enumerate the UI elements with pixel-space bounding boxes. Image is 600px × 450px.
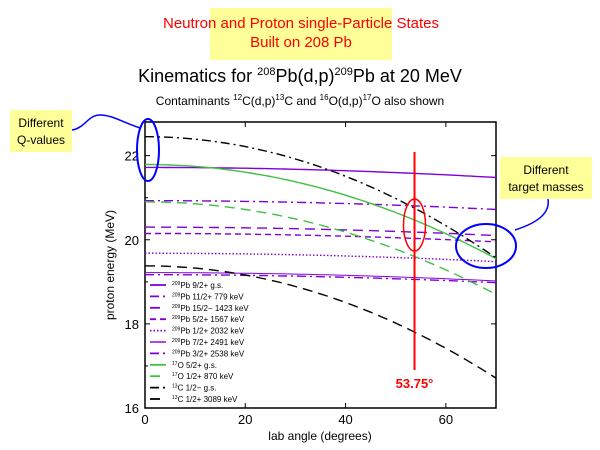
- target-masses-ellipse: [455, 223, 517, 269]
- angle-marker-label: 53.75°: [396, 376, 434, 391]
- subtitle-part: C and: [284, 94, 319, 108]
- legend-label: Pb 1/2+ 2032 keV: [180, 327, 244, 336]
- legend-label: Pb 7/2+ 2491 keV: [180, 338, 244, 347]
- legend-label: C 1/2+ 3089 keV: [178, 395, 238, 404]
- legend-entry: 13C 1/2+ 3089 keV: [172, 395, 238, 404]
- chart-title: Kinematics for 208Pb(d,p)209Pb at 20 MeV: [138, 66, 462, 86]
- y-tick-label: 16: [125, 401, 139, 416]
- legend-label: Pb 5/2+ 1567 keV: [180, 315, 244, 324]
- subtitle-sup: 16: [320, 93, 329, 102]
- angle-marker-ellipse: [402, 198, 427, 252]
- legend-label: Pb 9/2+ g.s.: [180, 281, 223, 290]
- legend-label: O 5/2+ g.s.: [178, 361, 217, 370]
- series-line: [145, 201, 497, 296]
- subtitle-part: O also shown: [372, 94, 445, 108]
- legend-sup: 209: [172, 292, 181, 298]
- subtitle-part: C(d,p): [242, 94, 275, 108]
- series-line: [145, 163, 497, 260]
- x-tick-label: 40: [338, 412, 352, 427]
- legend-sup: 13: [172, 395, 178, 401]
- target-masses-callout-box: [500, 157, 592, 199]
- y-tick-label: 22: [125, 149, 139, 164]
- title-sup: 208: [257, 66, 275, 78]
- legend-entry: 17O 5/2+ g.s.: [172, 361, 217, 370]
- series-line: [145, 274, 497, 284]
- x-axis-label: lab angle (degrees): [268, 429, 371, 443]
- series-line: [145, 166, 497, 179]
- banner-line2: Built on 208 Pb: [250, 34, 352, 51]
- y-tick-label: 20: [125, 233, 139, 248]
- legend-entry: 209Pb 5/2+ 1567 keV: [172, 315, 245, 324]
- legend-sup: 209: [172, 327, 181, 333]
- series-line: [145, 136, 497, 259]
- legend-sup: 13: [172, 384, 178, 390]
- legend-entry: 17O 1/2+ 870 keV: [172, 372, 234, 381]
- legend-entry: 209Pb 11/2+ 779 keV: [172, 292, 244, 301]
- legend-label: Pb 15/2− 1423 keV: [180, 304, 249, 313]
- series-line: [145, 200, 497, 211]
- banner-box: [210, 8, 392, 60]
- title-part: Pb at 20 MeV: [353, 66, 462, 86]
- series-line: [145, 232, 497, 243]
- title-part: Pb(d,p): [275, 66, 334, 86]
- target-masses-callout-line1: Different: [523, 163, 569, 177]
- q-values-callout-line2: Q-values: [17, 133, 65, 147]
- legend-entry: 209Pb 7/2+ 2491 keV: [172, 338, 245, 347]
- legend-sup: 209: [172, 281, 181, 287]
- legend-label: Pb 3/2+ 2538 keV: [180, 349, 244, 358]
- y-tick-label: 18: [125, 317, 139, 332]
- q-values-ellipse: [136, 118, 160, 182]
- legend-entry: 209Pb 15/2− 1423 keV: [172, 304, 249, 313]
- legend-sup: 17: [172, 372, 178, 378]
- series-line: [144, 265, 497, 379]
- q-values-callout-line1: Different: [18, 116, 64, 130]
- subtitle-sup: 17: [363, 93, 372, 102]
- series-line: [145, 272, 497, 282]
- legend-entry: 13C 1/2− g.s.: [172, 384, 216, 393]
- title-part: Kinematics for: [138, 66, 257, 86]
- q-values-callout-box: [10, 110, 72, 152]
- legend-label: Pb 11/2+ 779 keV: [180, 292, 244, 301]
- legend-label: O 1/2+ 870 keV: [178, 372, 234, 381]
- subtitle-sup: 13: [275, 93, 284, 102]
- legend-label: C 1/2− g.s.: [178, 384, 217, 393]
- q-values-connector: [71, 114, 141, 131]
- chart-subtitle: Contaminants 12C(d,p)13C and 16O(d,p)17O…: [156, 93, 444, 108]
- legend-sup: 17: [172, 361, 178, 367]
- legend-entry: 209Pb 9/2+ g.s.: [172, 281, 223, 290]
- target-masses-connector: [514, 198, 549, 231]
- x-tick-label: 60: [439, 412, 453, 427]
- series-line: [145, 226, 497, 237]
- y-axis-label: proton energy (MeV): [103, 210, 117, 320]
- banner-line1: Neutron and Proton single-Particle State…: [163, 15, 439, 32]
- plot-frame: [144, 121, 497, 409]
- x-tick-label: 20: [238, 412, 252, 427]
- subtitle-part: O(d,p): [329, 94, 363, 108]
- series-line: [145, 252, 497, 263]
- legend-entry: 209Pb 3/2+ 2538 keV: [172, 349, 245, 358]
- legend-entry: 209Pb 1/2+ 2032 keV: [172, 327, 245, 336]
- x-tick-label: 0: [141, 412, 148, 427]
- legend-sup: 209: [172, 349, 181, 355]
- subtitle-part: Contaminants: [156, 94, 233, 108]
- legend-sup: 209: [172, 338, 181, 344]
- legend-sup: 209: [172, 304, 181, 310]
- legend-sup: 209: [172, 315, 181, 321]
- title-sup: 209: [335, 66, 353, 78]
- target-masses-callout-line2: target masses: [508, 180, 583, 194]
- subtitle-sup: 12: [233, 93, 242, 102]
